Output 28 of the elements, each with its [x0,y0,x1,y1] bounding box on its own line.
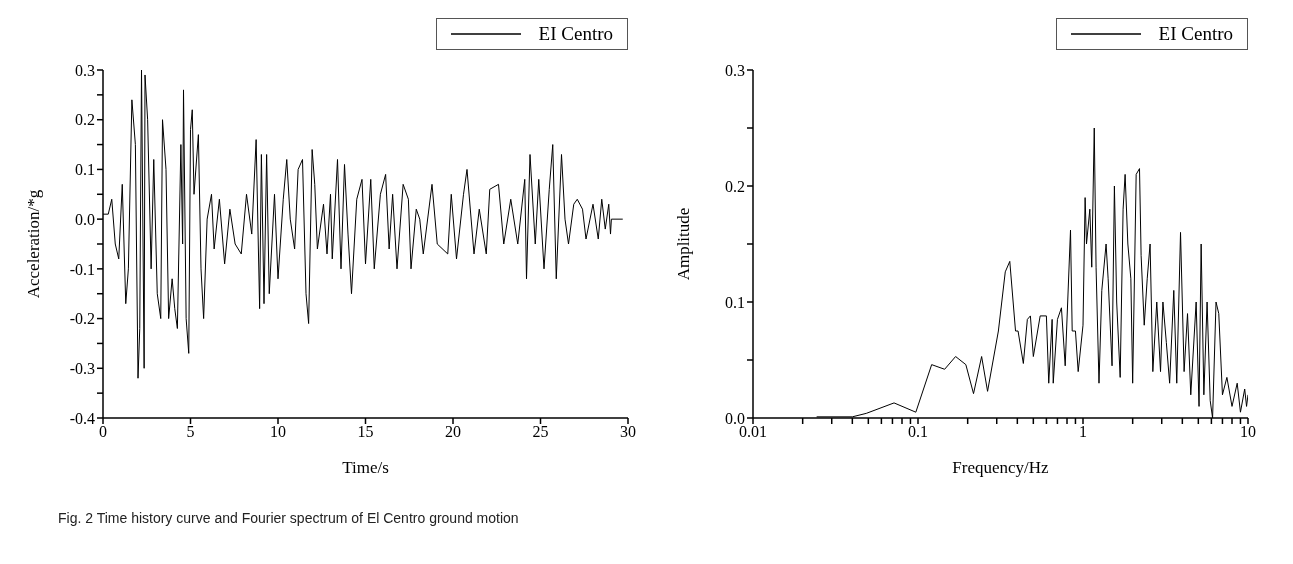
x-tick-label: 15 [357,423,374,441]
y-tick-label: -0.3 [69,359,95,377]
x-tick-label: 20 [445,423,461,441]
x-tick-label: 10 [1240,423,1256,441]
y-tick-label: 0.2 [75,111,95,129]
legend-label: EI Centro [538,23,613,45]
x-tick-label: 0 [99,423,107,441]
x-tick-label: 30 [620,423,636,441]
y-axis-title: Amplitude [674,207,694,281]
y-tick-label: 0.3 [75,61,95,79]
y-tick-label: 0.3 [725,61,745,79]
x-axis-title: Frequency/Hz [952,458,1050,477]
x-axis-title: Time/s [342,458,389,477]
y-tick-label: -0.1 [69,260,95,278]
x-tick-label: 25 [532,423,549,441]
y-axis-title: Acceleration/*g [24,189,44,299]
y-tick-label: -0.4 [69,409,95,427]
x-tick-label: 0.1 [908,423,928,441]
x-tick-label: 1 [1079,423,1087,441]
caption: Fig. 2 Time history curve and Fourier spectrum of El Centro ground motion [58,510,520,526]
y-tick-label: 0.0 [75,210,95,228]
y-tick-label: 0.1 [75,161,95,179]
legend-label: EI Centro [1158,23,1233,45]
y-tick-label: -0.2 [69,310,95,328]
x-tick-label: 5 [186,423,195,441]
x-tick-label: 10 [270,423,286,441]
y-tick-label: 0.2 [725,177,745,195]
y-tick-label: 0.1 [725,293,745,311]
